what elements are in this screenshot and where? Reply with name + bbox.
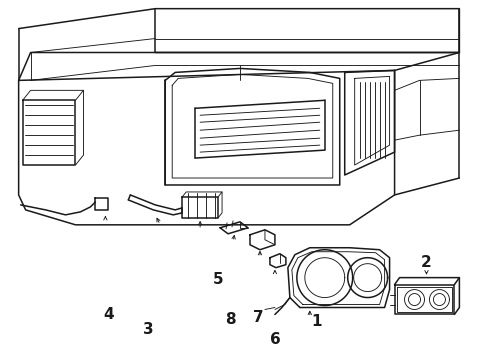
- Text: 5: 5: [213, 272, 223, 287]
- Text: 6: 6: [270, 332, 280, 347]
- Text: 1: 1: [312, 314, 322, 329]
- Text: 8: 8: [225, 312, 235, 327]
- Text: 3: 3: [143, 322, 153, 337]
- Text: 7: 7: [253, 310, 263, 325]
- Text: 2: 2: [421, 255, 432, 270]
- Text: 4: 4: [103, 307, 114, 322]
